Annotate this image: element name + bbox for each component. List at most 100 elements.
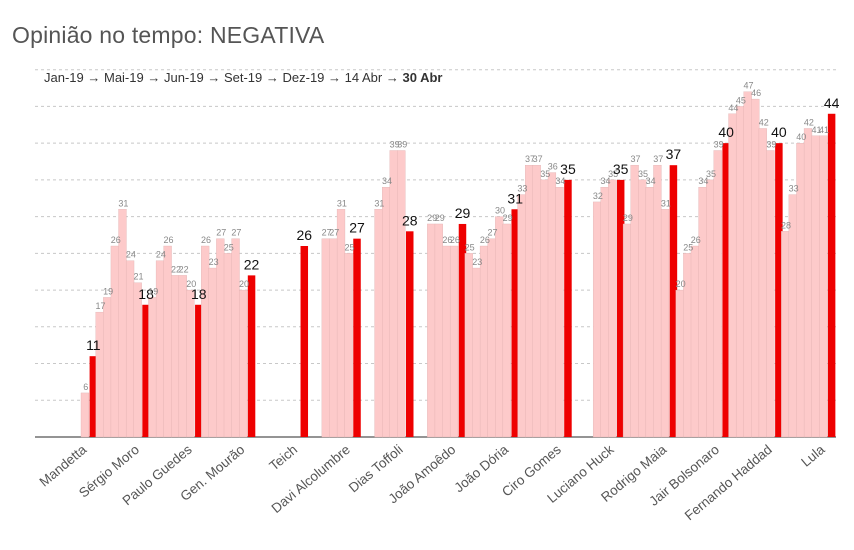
- current-bar: [827, 113, 836, 438]
- history-bar: [495, 216, 504, 438]
- history-data-label: 22: [171, 264, 181, 274]
- history-data-label: 23: [472, 257, 482, 267]
- history-data-label: 37: [525, 154, 535, 164]
- history-bar: [735, 106, 745, 438]
- history-data-label: 22: [179, 264, 189, 274]
- history-data-label: 20: [186, 279, 196, 289]
- current-bar: [616, 179, 625, 437]
- x-tick-label: Teich: [266, 442, 300, 474]
- history-data-label: 26: [480, 235, 490, 245]
- time-legend-item: 14 Abr: [345, 70, 383, 85]
- history-bar: [95, 311, 104, 438]
- current-bar: [300, 246, 309, 437]
- time-legend-arrow: →: [144, 70, 164, 85]
- history-bar: [389, 150, 398, 438]
- history-data-label: 42: [804, 117, 814, 127]
- time-legend-item: Jun-19: [164, 70, 204, 85]
- current-data-label: 29: [455, 205, 471, 221]
- current-data-label: 22: [244, 256, 260, 272]
- history-bar: [442, 245, 451, 438]
- history-bar: [660, 209, 670, 438]
- history-data-label: 24: [156, 250, 166, 260]
- history-data-label: 35: [608, 169, 618, 179]
- history-bar: [675, 289, 684, 438]
- history-data-label: 26: [163, 235, 173, 245]
- history-data-label: 20: [676, 279, 686, 289]
- history-data-label: 39: [766, 140, 776, 150]
- current-bar: [669, 165, 678, 437]
- history-bar: [781, 231, 790, 438]
- history-data-label: 19: [148, 286, 158, 296]
- history-data-label: 35: [638, 169, 648, 179]
- time-legend-arrow: →: [84, 70, 104, 85]
- history-bar: [344, 253, 353, 438]
- history-bar: [555, 187, 564, 438]
- history-data-label: 36: [548, 162, 558, 172]
- history-data-label: 19: [103, 286, 113, 296]
- history-bar: [638, 179, 647, 438]
- history-data-label: 6: [83, 382, 88, 392]
- current-data-label: 40: [771, 124, 787, 140]
- history-bar: [788, 194, 797, 438]
- history-data-label: 47: [744, 81, 754, 91]
- time-legend-item: Set-19: [224, 70, 262, 85]
- history-data-label: 37: [653, 154, 663, 164]
- history-bar: [103, 297, 112, 438]
- current-bar: [775, 143, 783, 437]
- history-data-label: 23: [209, 257, 219, 267]
- history-data-label: 26: [201, 235, 211, 245]
- history-data-label: 26: [111, 235, 121, 245]
- history-data-label: 35: [706, 169, 716, 179]
- current-data-label: 11: [86, 337, 101, 353]
- history-bar: [751, 98, 760, 438]
- time-legend-item: 30 Abr: [402, 70, 442, 85]
- time-legend-arrow: →: [382, 70, 402, 85]
- history-data-label: 27: [231, 228, 241, 238]
- history-data-label: 25: [344, 242, 354, 252]
- history-data-label: 39: [390, 140, 400, 150]
- history-data-label: 27: [487, 228, 497, 238]
- current-data-label: 28: [402, 212, 418, 228]
- history-data-label: 20: [239, 279, 249, 289]
- current-bar: [142, 304, 150, 437]
- history-bar: [80, 392, 90, 438]
- history-data-label: 42: [759, 117, 769, 127]
- history-data-label: 46: [751, 88, 761, 98]
- chart-title: Opinião no tempo: NEGATIVA: [12, 22, 325, 48]
- history-bar: [690, 245, 700, 438]
- data-labels: 6111719263124211819242622222018262327252…: [83, 81, 839, 392]
- history-data-label: 25: [683, 242, 693, 252]
- history-data-label: 34: [646, 176, 656, 186]
- history-data-label: 31: [661, 198, 671, 208]
- history-bar: [600, 187, 609, 438]
- history-bar: [645, 187, 654, 438]
- history-bar: [766, 150, 775, 438]
- history-bar: [472, 267, 481, 438]
- current-data-label: 35: [560, 161, 576, 177]
- current-data-label: 18: [138, 286, 154, 302]
- history-bar: [592, 201, 602, 438]
- current-bar: [511, 209, 519, 437]
- history-bar: [110, 245, 119, 438]
- history-bar: [487, 238, 496, 438]
- history-bar: [811, 135, 820, 438]
- history-data-label: 34: [555, 176, 565, 186]
- time-legend-text: Jan-19 → Mai-19 → Jun-19 → Set-19 → Dez-…: [44, 70, 442, 85]
- current-bar: [564, 179, 572, 437]
- history-data-label: 27: [322, 228, 332, 238]
- history-bar: [728, 113, 737, 438]
- history-data-label: 37: [630, 154, 640, 164]
- history-data-label: 41: [819, 125, 829, 135]
- current-data-label: 40: [718, 124, 734, 140]
- history-bar: [608, 179, 617, 438]
- history-bar: [479, 245, 489, 438]
- history-data-label: 34: [601, 176, 611, 186]
- history-data-label: 27: [216, 228, 226, 238]
- history-bar: [163, 245, 172, 438]
- time-legend-item: Dez-19: [283, 70, 325, 85]
- history-bar: [148, 297, 157, 438]
- current-bar: [458, 223, 467, 437]
- x-tick-label: Fernando Haddad: [682, 442, 775, 523]
- history-bar: [223, 253, 233, 438]
